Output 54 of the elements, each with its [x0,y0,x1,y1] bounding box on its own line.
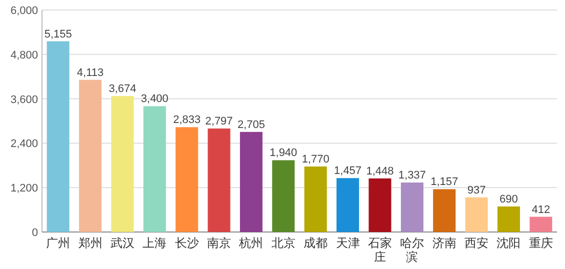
bar [143,106,166,232]
bar [272,160,295,232]
data-label: 690 [500,193,518,206]
data-label: 937 [467,184,486,196]
data-label: 1,157 [430,176,458,188]
data-label: 2,797 [205,116,233,128]
bar [465,197,488,232]
bar [497,206,520,232]
bar [111,96,134,232]
x-tick-label: 成都 [304,236,328,250]
bar [336,178,360,232]
x-tick-label: 沈阳 [496,236,521,250]
x-tick-label: 南京 [207,236,232,250]
x-tick-label: 天津 [336,236,360,250]
data-label: 3,400 [140,93,168,106]
data-label: 5,155 [44,28,72,40]
data-label: 1,940 [270,147,298,160]
x-tick-label: 石家庄 [368,236,392,264]
x-tick-label: 哈尔滨 [400,236,424,264]
x-tick-label: 广州 [46,236,70,250]
bar [304,166,327,232]
y-tick-label: 2,400 [10,138,38,150]
x-tick-label: 北京 [271,236,296,250]
x-tick-label: 郑州 [78,236,102,250]
bar [46,41,70,232]
x-tick-label: 重庆 [528,236,553,250]
bar [433,189,456,232]
y-tick-label: 3,600 [10,94,38,106]
bar [368,178,392,232]
x-tick-label: 上海 [142,236,167,250]
data-label: 1,770 [302,154,330,166]
data-label: 4,113 [76,66,104,79]
bar [530,216,552,232]
data-label: 412 [532,204,550,216]
data-label: 3,674 [108,83,136,96]
bar [400,182,424,232]
y-tick-label: 0 [32,227,38,239]
y-tick-label: 1,200 [10,182,38,195]
x-tick-label: 武汉 [110,236,134,250]
bar [240,132,262,232]
x-tick-label: 西安 [464,236,489,250]
x-tick-label: 杭州 [238,236,264,250]
y-tick-label: 6,000 [10,5,38,17]
bar [79,80,102,232]
x-tick-label: 长沙 [174,236,199,250]
data-label: 1,457 [334,165,362,178]
data-label: 1,337 [398,170,426,182]
bar [208,128,230,232]
bar [176,127,198,232]
data-label: 2,833 [173,114,201,126]
x-tick-label: 济南 [432,236,456,250]
data-label: 1,448 [366,165,394,178]
y-tick-label: 4,800 [10,49,38,62]
data-label: 2,705 [237,118,265,131]
